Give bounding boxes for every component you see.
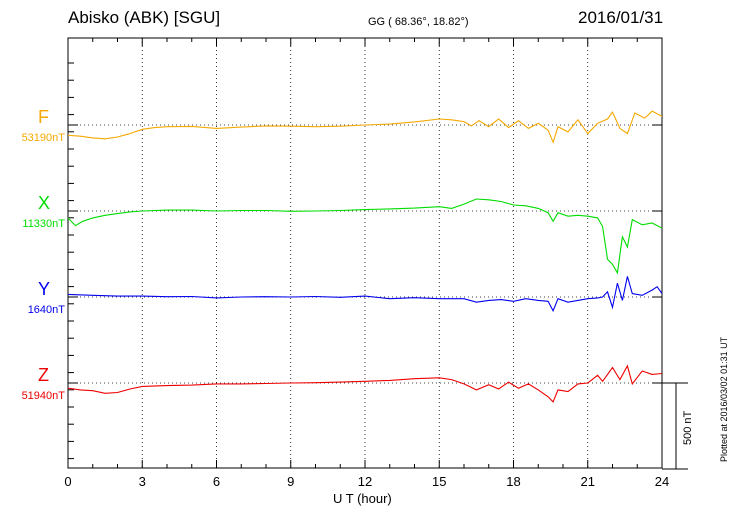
x-tick-label: 18 (506, 474, 521, 489)
x-tick-label: 9 (287, 474, 295, 489)
x-tick-label: 0 (64, 474, 72, 489)
baseline-value-y: 1640nT (27, 304, 65, 316)
x-tick-label: 6 (212, 474, 221, 489)
series-line-y (67, 276, 663, 313)
series-line-z (67, 364, 663, 403)
date-label: 2016/01/31 (578, 8, 664, 27)
x-tick-label: 24 (654, 474, 670, 489)
x-axis-label: U T (hour) (333, 491, 392, 506)
x-tick-label: 12 (357, 474, 373, 489)
baseline-value-f: 53190nT (21, 132, 65, 144)
x-tick-label: 15 (432, 474, 447, 489)
x-tick-label: 21 (580, 474, 595, 489)
x-tick-label: 3 (138, 474, 146, 489)
component-label-f: F (38, 107, 49, 127)
component-label-y: Y (38, 279, 51, 299)
baseline-value-z: 51940nT (21, 390, 65, 402)
series-line-x (67, 198, 663, 275)
component-label-x: X (38, 193, 51, 213)
baseline-value-x: 11330nT (22, 218, 65, 230)
station-title: Abisko (ABK) [SGU] (68, 8, 221, 27)
plotted-timestamp: Plotted at 2016/03/02 01:31 UT (719, 336, 729, 462)
scale-bar-label: 500 nT (682, 410, 694, 445)
component-label-z: Z (38, 365, 49, 385)
coordinates-label: GG ( 68.36°, 18.82°) (368, 16, 469, 28)
series-line-f (67, 110, 663, 144)
